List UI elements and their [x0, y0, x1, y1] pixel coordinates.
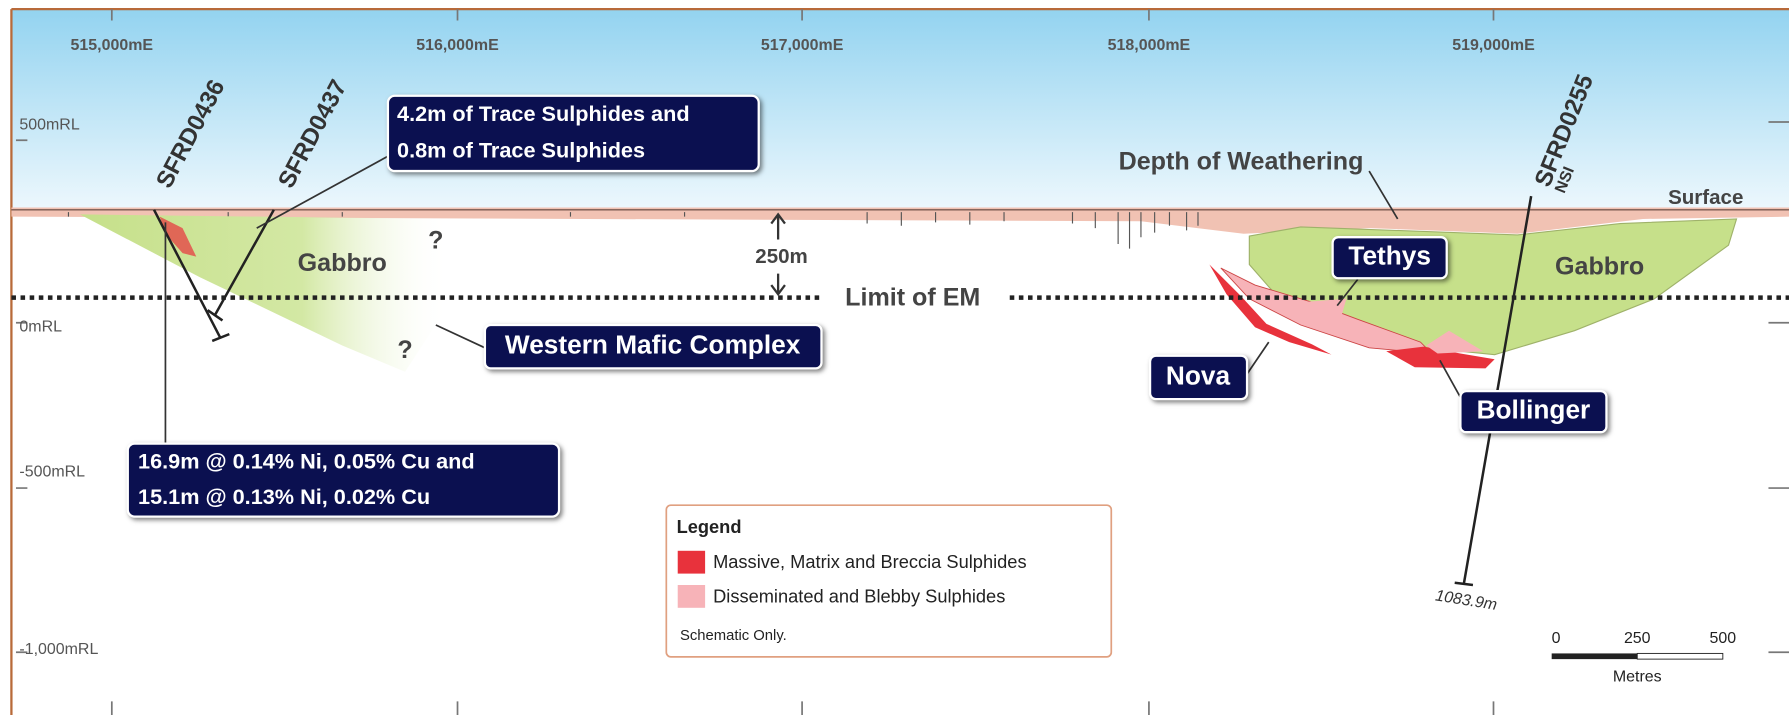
easting-label: 518,000mE — [1108, 37, 1191, 54]
legend-swatch — [678, 585, 705, 608]
callout-text: 16.9m @ 0.14% Ni, 0.05% Cu and — [138, 449, 475, 474]
label: Western Mafic Complex — [505, 330, 801, 360]
label: Gabbro — [298, 249, 387, 277]
label: 250m — [755, 245, 807, 268]
legend-title: Legend — [677, 516, 742, 537]
label: ? — [428, 226, 443, 254]
label: Depth of Weathering — [1119, 148, 1364, 176]
easting-label: 517,000mE — [761, 37, 844, 54]
rl-label: -1,000mRL — [19, 641, 98, 658]
label: ? — [397, 336, 412, 364]
easting-label: 515,000mE — [71, 37, 154, 54]
scale-bar-dark — [1552, 653, 1638, 659]
callout-text: 0.8m of Trace Sulphides — [397, 137, 645, 162]
rl-label: 500mRL — [19, 117, 79, 134]
label: Tethys — [1348, 241, 1431, 271]
easting-label: 519,000mE — [1452, 37, 1535, 54]
legend-note: Schematic Only. — [680, 628, 787, 644]
gabbro-west — [80, 214, 451, 371]
scale-tick-label: 0 — [1552, 630, 1561, 647]
scale-bar-light — [1637, 653, 1723, 659]
rl-label: -500mRL — [19, 463, 85, 480]
scale-unit: Metres — [1613, 669, 1662, 686]
rl-label: 0mRL — [19, 319, 62, 336]
label: Limit of EM — [845, 283, 980, 311]
scale-tick-label: 500 — [1710, 630, 1737, 647]
legend-label: Disseminated and Blebby Sulphides — [713, 585, 1005, 606]
label: Nova — [1166, 360, 1231, 390]
legend-label: Massive, Matrix and Breccia Sulphides — [713, 551, 1027, 572]
drillhole-depth: 1083.9m — [1434, 587, 1498, 613]
label: Surface — [1668, 186, 1743, 209]
gabbro-east — [1249, 219, 1736, 355]
scale-tick-label: 250 — [1624, 630, 1651, 647]
label: Gabbro — [1555, 253, 1644, 281]
page: {"axes": {"easting": ["515,000mE", "516,… — [0, 0, 1789, 715]
cross-section: 515,000mE 516,000mE 517,000mE 518,000mE 519,… — [0, 0, 1789, 715]
legend-swatch — [678, 551, 705, 574]
callout-text: 4.2m of Trace Sulphides and — [397, 101, 690, 126]
label: Bollinger — [1477, 395, 1591, 425]
easting-label: 516,000mE — [416, 37, 499, 54]
callout-text: 15.1m @ 0.13% Ni, 0.02% Cu — [138, 484, 430, 509]
